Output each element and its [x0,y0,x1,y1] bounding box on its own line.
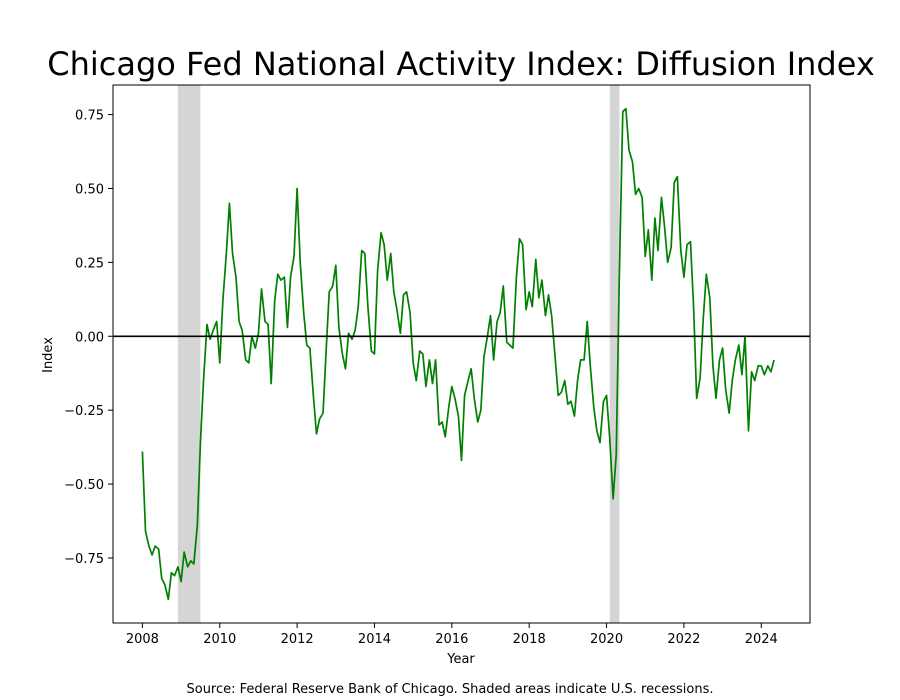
x-axis: 2008 2010 2012 2014 2016 2018 2020 2022 2024 [126,623,778,647]
series-line [141,107,775,601]
y-axis-label: Index [41,337,56,373]
series-layer [141,107,775,601]
x-tick-label: 2018 [513,632,546,647]
y-tick-label: 0.00 [75,330,104,345]
x-tick-label: 2024 [745,632,778,647]
y-tick-label: −0.50 [64,478,104,493]
chart-title: Chicago Fed National Activity Index: Dif… [47,45,875,83]
plot-area-frame [112,84,811,624]
x-tick-label: 2020 [590,632,623,647]
y-tick-label: −0.75 [64,552,104,567]
x-axis-label: Year [446,652,475,667]
recession-shading [177,85,620,623]
y-axis: −0.75 −0.50 −0.25 0.00 0.25 0.50 0.75 [64,109,113,567]
y-tick-label: 0.75 [75,109,104,124]
recession-band [177,85,201,623]
y-tick-label: 0.50 [75,182,104,197]
y-tick-label: 0.25 [75,256,104,271]
source-note: Source: Federal Reserve Bank of Chicago.… [186,682,713,697]
x-tick-label: 2016 [435,632,468,647]
recession-band [609,85,620,623]
x-tick-label: 2010 [203,632,236,647]
x-tick-label: 2022 [667,632,700,647]
x-tick-label: 2014 [358,632,391,647]
x-tick-label: 2012 [281,632,314,647]
x-tick-label: 2008 [126,632,159,647]
y-tick-label: −0.25 [64,404,104,419]
